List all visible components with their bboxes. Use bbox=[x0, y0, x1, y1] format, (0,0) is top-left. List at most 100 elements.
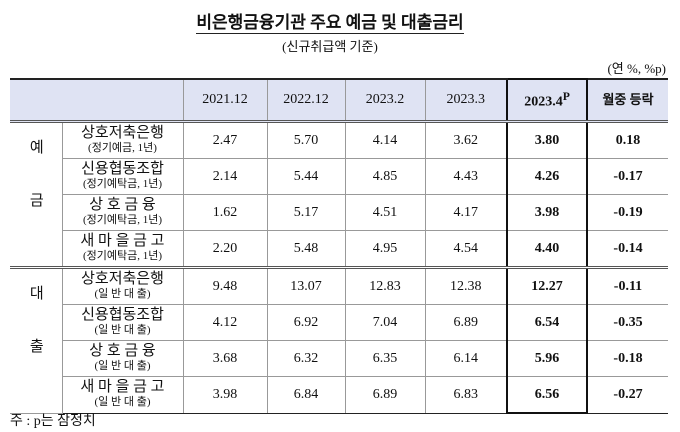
column-header: 2023.4P bbox=[506, 78, 588, 123]
institution-name: 신용협동조합 bbox=[81, 160, 164, 177]
rate-cell: 6.14 bbox=[424, 340, 508, 377]
title: 비은행금융기관 주요 예금 및 대출금리 bbox=[196, 13, 464, 34]
rate-cell: 0.18 bbox=[586, 120, 668, 159]
column-label: 2022.12 bbox=[283, 92, 329, 107]
rate-cell: 3.98 bbox=[182, 376, 268, 414]
name-cell: 상호저축은행 (일 반 대 출) bbox=[61, 266, 184, 305]
header-row: 2021.12 2022.12 2023.2 2023.3 2023.4P 월중 등락 bbox=[10, 78, 668, 123]
column-header: 2023.3 bbox=[424, 78, 508, 123]
rate-cell: -0.18 bbox=[586, 340, 668, 377]
rate-cell: 9.48 bbox=[182, 266, 268, 305]
rate-cell: 3.98 bbox=[506, 194, 588, 231]
rate-cell: 4.43 bbox=[424, 158, 508, 195]
rate-cell: 6.32 bbox=[266, 340, 346, 377]
institution-name: 새 마 을 금 고 bbox=[80, 232, 165, 249]
column-header: 2022.12 bbox=[266, 78, 346, 123]
column-header: 2023.2 bbox=[344, 78, 426, 123]
column-header: 월중 등락 bbox=[586, 78, 668, 123]
rate-cell: -0.11 bbox=[586, 266, 668, 305]
institution-note: (일 반 대 출) bbox=[94, 395, 151, 408]
rate-cell: 3.68 bbox=[182, 340, 268, 377]
data-row: 새 마 을 금 고 (일 반 대 출) 3.98 6.84 6.89 6.83 6.56 -0… bbox=[10, 376, 668, 414]
rate-cell: -0.14 bbox=[586, 230, 668, 268]
column-label: 2023.2 bbox=[365, 92, 405, 107]
group-cell: 예금 bbox=[10, 120, 63, 268]
rate-cell: -0.35 bbox=[586, 304, 668, 341]
rate-cell: 5.17 bbox=[266, 194, 346, 231]
data-row: 신용협동조합 (정기예탁금, 1년) 2.14 5.44 4.85 4.43 4.26 -0.… bbox=[10, 158, 668, 195]
rate-cell: 6.56 bbox=[506, 376, 588, 414]
institution-name: 신용협동조합 bbox=[81, 306, 164, 323]
institution-note: (정기예금, 1년) bbox=[88, 141, 157, 154]
data-row: 대출 상호저축은행 (일 반 대 출) 9.48 13.07 12.83 12.38 12.2… bbox=[10, 266, 668, 414]
rate-cell: 12.83 bbox=[344, 266, 426, 305]
rate-table: 2021.12 2022.12 2023.2 2023.3 2023.4P 월중 등락 예… bbox=[10, 78, 668, 414]
rate-cell: 4.95 bbox=[344, 230, 426, 268]
rate-cell: 6.35 bbox=[344, 340, 426, 377]
corner bbox=[10, 78, 184, 123]
name-cell: 신용협동조합 (정기예탁금, 1년) bbox=[62, 158, 184, 195]
name-cell: 새 마 을 금 고 (일 반 대 출) bbox=[62, 376, 184, 414]
rate-cell: 1.62 bbox=[182, 194, 268, 231]
name-cell: 상호저축은행 (정기예금, 1년) bbox=[61, 120, 184, 159]
rate-cell: 4.17 bbox=[424, 194, 508, 231]
rate-cell: 12.27 bbox=[506, 266, 588, 305]
title-box: 비은행금융기관 주요 예금 및 대출금리 bbox=[0, 8, 660, 34]
institution-note: (정기예탁금, 1년) bbox=[82, 249, 163, 262]
rate-cell: 7.04 bbox=[344, 304, 426, 341]
rate-cell: 6.83 bbox=[424, 376, 508, 414]
institution-name: 상호저축은행 bbox=[81, 124, 164, 141]
rate-cell: 6.89 bbox=[424, 304, 508, 341]
footnote: 주 : p는 잠정치 bbox=[10, 414, 96, 429]
provisional-mark: P bbox=[562, 89, 570, 103]
institution-name: 새 마 을 금 고 bbox=[80, 378, 165, 395]
column-label: 2023.4 bbox=[524, 94, 563, 110]
group-label: 대출 bbox=[27, 285, 44, 392]
rate-cell: 5.44 bbox=[266, 158, 346, 195]
rate-cell: -0.17 bbox=[586, 158, 668, 195]
institution-note: (일 반 대 출) bbox=[94, 359, 151, 372]
rate-cell: 4.26 bbox=[506, 158, 588, 195]
group-label: 예금 bbox=[27, 139, 44, 245]
data-row: 상 호 금 융 (일 반 대 출) 3.68 6.32 6.35 6.14 5.96 -0.1… bbox=[10, 340, 668, 377]
rate-cell: 4.54 bbox=[424, 230, 508, 268]
institution-name: 상 호 금 융 bbox=[89, 342, 156, 359]
name-cell: 새 마 을 금 고 (정기예탁금, 1년) bbox=[62, 230, 184, 268]
rate-cell: 6.84 bbox=[266, 376, 346, 414]
data-row: 상 호 금 융 (정기예탁금, 1년) 1.62 5.17 4.51 4.17 3.98 -0… bbox=[10, 194, 668, 231]
rate-cell: 4.14 bbox=[344, 120, 426, 159]
name-cell: 신용협동조합 (일 반 대 출) bbox=[62, 304, 184, 341]
column-label: 2021.12 bbox=[202, 92, 248, 107]
data-row: 신용협동조합 (일 반 대 출) 4.12 6.92 7.04 6.89 6.54 -0.35 bbox=[10, 304, 668, 341]
rate-cell: 6.89 bbox=[344, 376, 426, 414]
column-label: 월중 등락 bbox=[602, 92, 654, 107]
name-cell: 상 호 금 융 (정기예탁금, 1년) bbox=[62, 194, 184, 231]
column-label: 2023.3 bbox=[446, 92, 486, 107]
institution-name: 상 호 금 융 bbox=[89, 196, 156, 213]
rate-cell: 4.51 bbox=[344, 194, 426, 231]
institution-note: (정기예탁금, 1년) bbox=[82, 213, 163, 226]
rate-cell: -0.27 bbox=[586, 376, 668, 414]
rate-cell: -0.19 bbox=[586, 194, 668, 231]
rate-cell: 3.62 bbox=[424, 120, 508, 159]
rate-cell: 5.48 bbox=[266, 230, 346, 268]
rate-cell: 4.12 bbox=[182, 304, 268, 341]
name-cell: 상 호 금 융 (일 반 대 출) bbox=[62, 340, 184, 377]
institution-note: (일 반 대 출) bbox=[94, 323, 151, 336]
rate-cell: 5.96 bbox=[506, 340, 588, 377]
rate-cell: 6.92 bbox=[266, 304, 346, 341]
group-cell: 대출 bbox=[10, 266, 63, 414]
rate-cell: 13.07 bbox=[266, 266, 346, 305]
rate-cell: 2.20 bbox=[182, 230, 268, 268]
rate-cell: 2.47 bbox=[182, 120, 268, 159]
data-row: 예금 상호저축은행 (정기예금, 1년) 2.47 5.70 4.14 3.62 3.80 0.… bbox=[10, 120, 668, 268]
rate-cell: 3.80 bbox=[506, 120, 588, 159]
rate-cell: 4.40 bbox=[506, 230, 588, 268]
rate-cell: 12.38 bbox=[424, 266, 508, 305]
data-row: 새 마 을 금 고 (정기예탁금, 1년) 2.20 5.48 4.95 4.54 4.40… bbox=[10, 230, 668, 268]
rate-cell: 6.54 bbox=[506, 304, 588, 341]
subtitle: (신규취급액 기준) bbox=[282, 39, 378, 54]
rate-cell: 2.14 bbox=[182, 158, 268, 195]
rate-cell: 5.70 bbox=[266, 120, 346, 159]
